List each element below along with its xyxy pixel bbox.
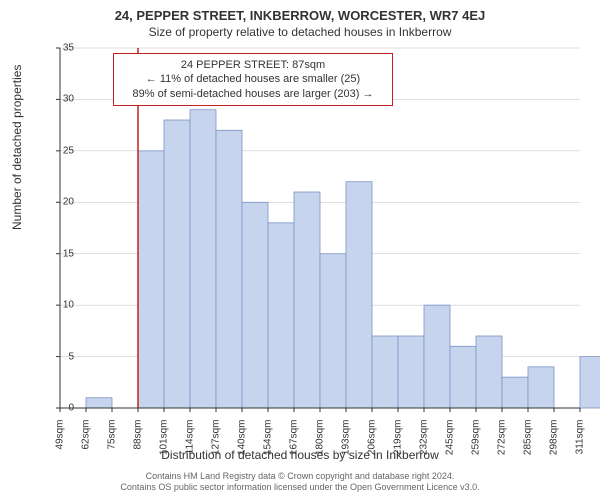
footer-line2: Contains OS public sector information li… (0, 482, 600, 494)
y-tick-label: 15 (63, 248, 74, 259)
annotation-line1: 24 PEPPER STREET: 87sqm (122, 58, 384, 72)
y-tick-label: 20 (63, 197, 74, 208)
footer: Contains HM Land Registry data © Crown c… (0, 471, 600, 494)
title-main: 24, PEPPER STREET, INKBERROW, WORCESTER,… (0, 0, 600, 23)
y-tick-label: 0 (68, 403, 74, 414)
y-tick-label: 25 (63, 145, 74, 156)
annotation-line3: 89% of semi-detached houses are larger (… (122, 87, 384, 101)
y-tick-label: 35 (63, 43, 74, 54)
footer-line1: Contains HM Land Registry data © Crown c… (0, 471, 600, 483)
title-sub: Size of property relative to detached ho… (0, 23, 600, 39)
y-tick-label: 30 (63, 94, 74, 105)
y-tick-label: 10 (63, 300, 74, 311)
y-tick-label: 5 (68, 351, 74, 362)
y-axis-label: Number of detached properties (10, 65, 24, 230)
annotation-box: 24 PEPPER STREET: 87sqm ← 11% of detache… (113, 53, 393, 106)
x-axis-label: Distribution of detached houses by size … (0, 448, 600, 462)
annotation-line2: ← 11% of detached houses are smaller (25… (122, 72, 384, 86)
chart-container: 24, PEPPER STREET, INKBERROW, WORCESTER,… (0, 0, 600, 500)
chart-area: 24 PEPPER STREET: 87sqm ← 11% of detache… (60, 48, 580, 408)
